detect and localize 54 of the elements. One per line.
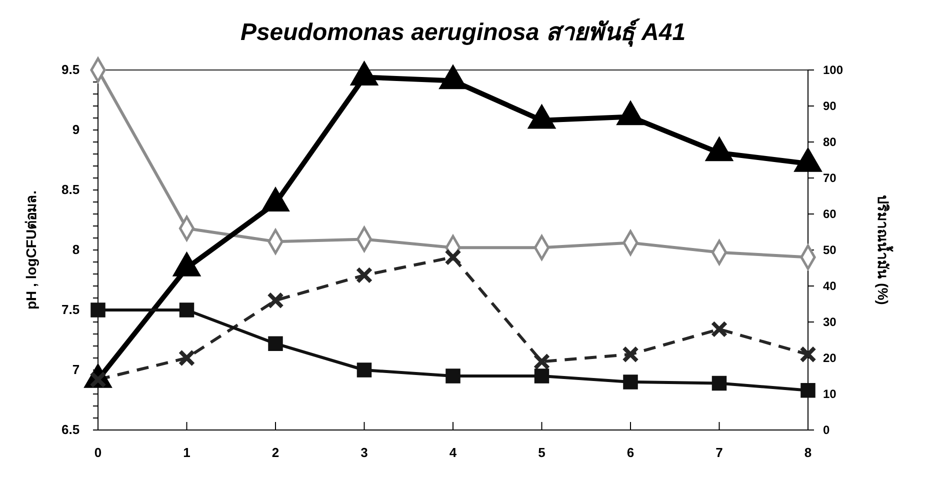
point xyxy=(356,266,373,284)
point xyxy=(267,292,284,309)
point xyxy=(712,376,727,391)
x-tick-label: 4 xyxy=(449,445,458,460)
point xyxy=(528,105,556,129)
y-tick-label: 6.5 xyxy=(62,422,80,438)
point xyxy=(800,383,816,398)
point xyxy=(262,188,289,212)
y2-tick-label: 20 xyxy=(823,350,837,365)
point xyxy=(623,374,638,390)
y-tick-label: 9.5 xyxy=(62,62,80,78)
point xyxy=(356,362,372,378)
y2-tick-label: 40 xyxy=(823,278,837,293)
y2-tick-label: 80 xyxy=(823,134,837,149)
x-tick-label: 6 xyxy=(626,445,634,460)
y-tick-label: 8.5 xyxy=(62,182,80,198)
x-tick-label: 8 xyxy=(804,445,812,460)
y2-axis-title: ปริมาณน้ำมัน (%) xyxy=(875,195,894,305)
y2-tick-label: 50 xyxy=(823,242,837,257)
y-tick-label: 9 xyxy=(72,122,80,138)
point xyxy=(178,350,196,366)
x-tick-label: 1 xyxy=(183,445,190,460)
y-tick-label: 7 xyxy=(72,362,80,378)
point xyxy=(533,353,550,370)
point xyxy=(268,336,283,351)
point xyxy=(794,148,822,172)
y2-tick-label: 10 xyxy=(823,386,837,401)
point xyxy=(350,62,378,86)
point xyxy=(444,248,462,266)
y-tick-label: 7.5 xyxy=(62,302,80,318)
point xyxy=(90,302,106,318)
point xyxy=(800,346,816,363)
x-tick-label: 3 xyxy=(360,445,368,460)
y-tick-label: 8 xyxy=(72,242,80,258)
point xyxy=(617,101,644,126)
y2-tick-label: 70 xyxy=(823,170,837,185)
point xyxy=(440,65,466,90)
x-tick-label: 7 xyxy=(716,445,723,460)
x-tick-label: 0 xyxy=(94,445,102,460)
y2-tick-label: 0 xyxy=(823,422,830,437)
y2-tick-label: 100 xyxy=(823,62,844,77)
point xyxy=(179,302,194,318)
y-axis-title: pH , logCFUต่อมล. xyxy=(23,190,39,310)
point xyxy=(622,346,639,363)
point xyxy=(710,320,728,338)
x-tick-label: 2 xyxy=(272,445,280,460)
chart-title: Pseudomonas aeruginosa สายพันธุ์ A41 xyxy=(240,18,686,47)
y2-tick-label: 90 xyxy=(823,98,837,113)
point xyxy=(534,368,550,384)
y2-tick-label: 30 xyxy=(823,314,837,329)
y2-tick-label: 60 xyxy=(823,206,837,221)
point xyxy=(446,368,460,384)
x-tick-label: 5 xyxy=(538,445,546,460)
point xyxy=(706,137,733,162)
